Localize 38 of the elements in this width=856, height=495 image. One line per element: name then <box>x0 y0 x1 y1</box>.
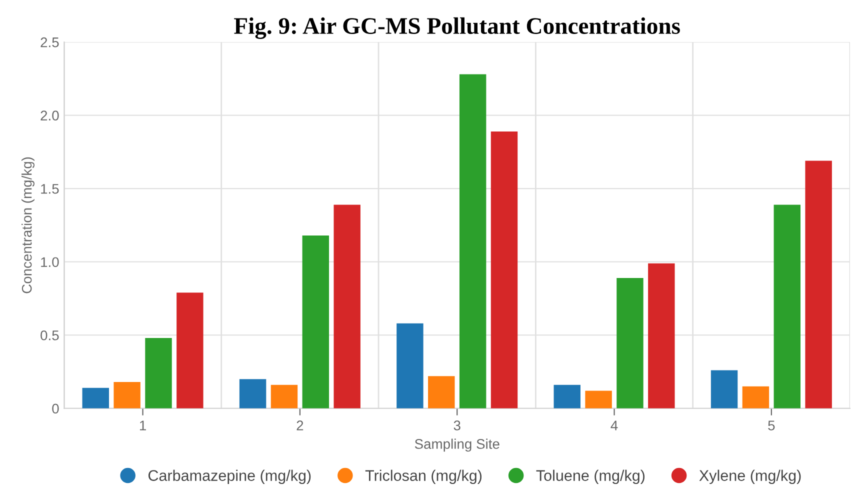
y-tick-label: 0.5 <box>40 330 59 340</box>
y-tick-label: 1.5 <box>41 184 59 194</box>
y-tick-label: 2.0 <box>40 110 59 121</box>
x-axis-title: Sampling Site <box>414 438 500 452</box>
bar <box>428 376 455 408</box>
x-tick-label: 3 <box>454 420 460 430</box>
y-axis-title: Concentration (mg/kg) <box>22 157 34 294</box>
bar <box>805 160 832 408</box>
x-tick-label: 5 <box>768 420 775 430</box>
chart-title: Fig. 9: Air GC-MS Pollutant Concentrations <box>234 17 680 39</box>
bar <box>302 235 330 408</box>
bar <box>145 338 172 408</box>
bar <box>490 131 518 408</box>
legend-label: Triclosan (mg/kg) <box>365 470 482 484</box>
bar <box>710 370 738 408</box>
legend-label: Toluene (mg/kg) <box>536 470 645 484</box>
y-tick-label: 2.5 <box>40 37 59 48</box>
x-tick-label: 2 <box>296 420 304 430</box>
bar <box>459 74 486 408</box>
bar <box>554 384 580 408</box>
bar <box>176 292 204 408</box>
y-tick-label: 0 <box>52 404 59 414</box>
bar <box>616 278 644 408</box>
bar <box>774 204 800 408</box>
legend-label: Carbamazepine (mg/kg) <box>148 470 311 484</box>
bar <box>585 390 612 408</box>
bar <box>648 263 675 408</box>
x-tick-label: 4 <box>610 420 618 430</box>
bar <box>270 384 298 408</box>
bar <box>82 388 109 408</box>
bar <box>742 386 770 408</box>
bar <box>114 382 140 408</box>
bar <box>334 204 360 408</box>
bar <box>396 323 424 408</box>
bar <box>239 379 266 408</box>
x-tick-label: 1 <box>140 420 146 430</box>
legend-label: Xylene (mg/kg) <box>699 470 801 484</box>
y-tick-label: 1.0 <box>41 257 59 268</box>
